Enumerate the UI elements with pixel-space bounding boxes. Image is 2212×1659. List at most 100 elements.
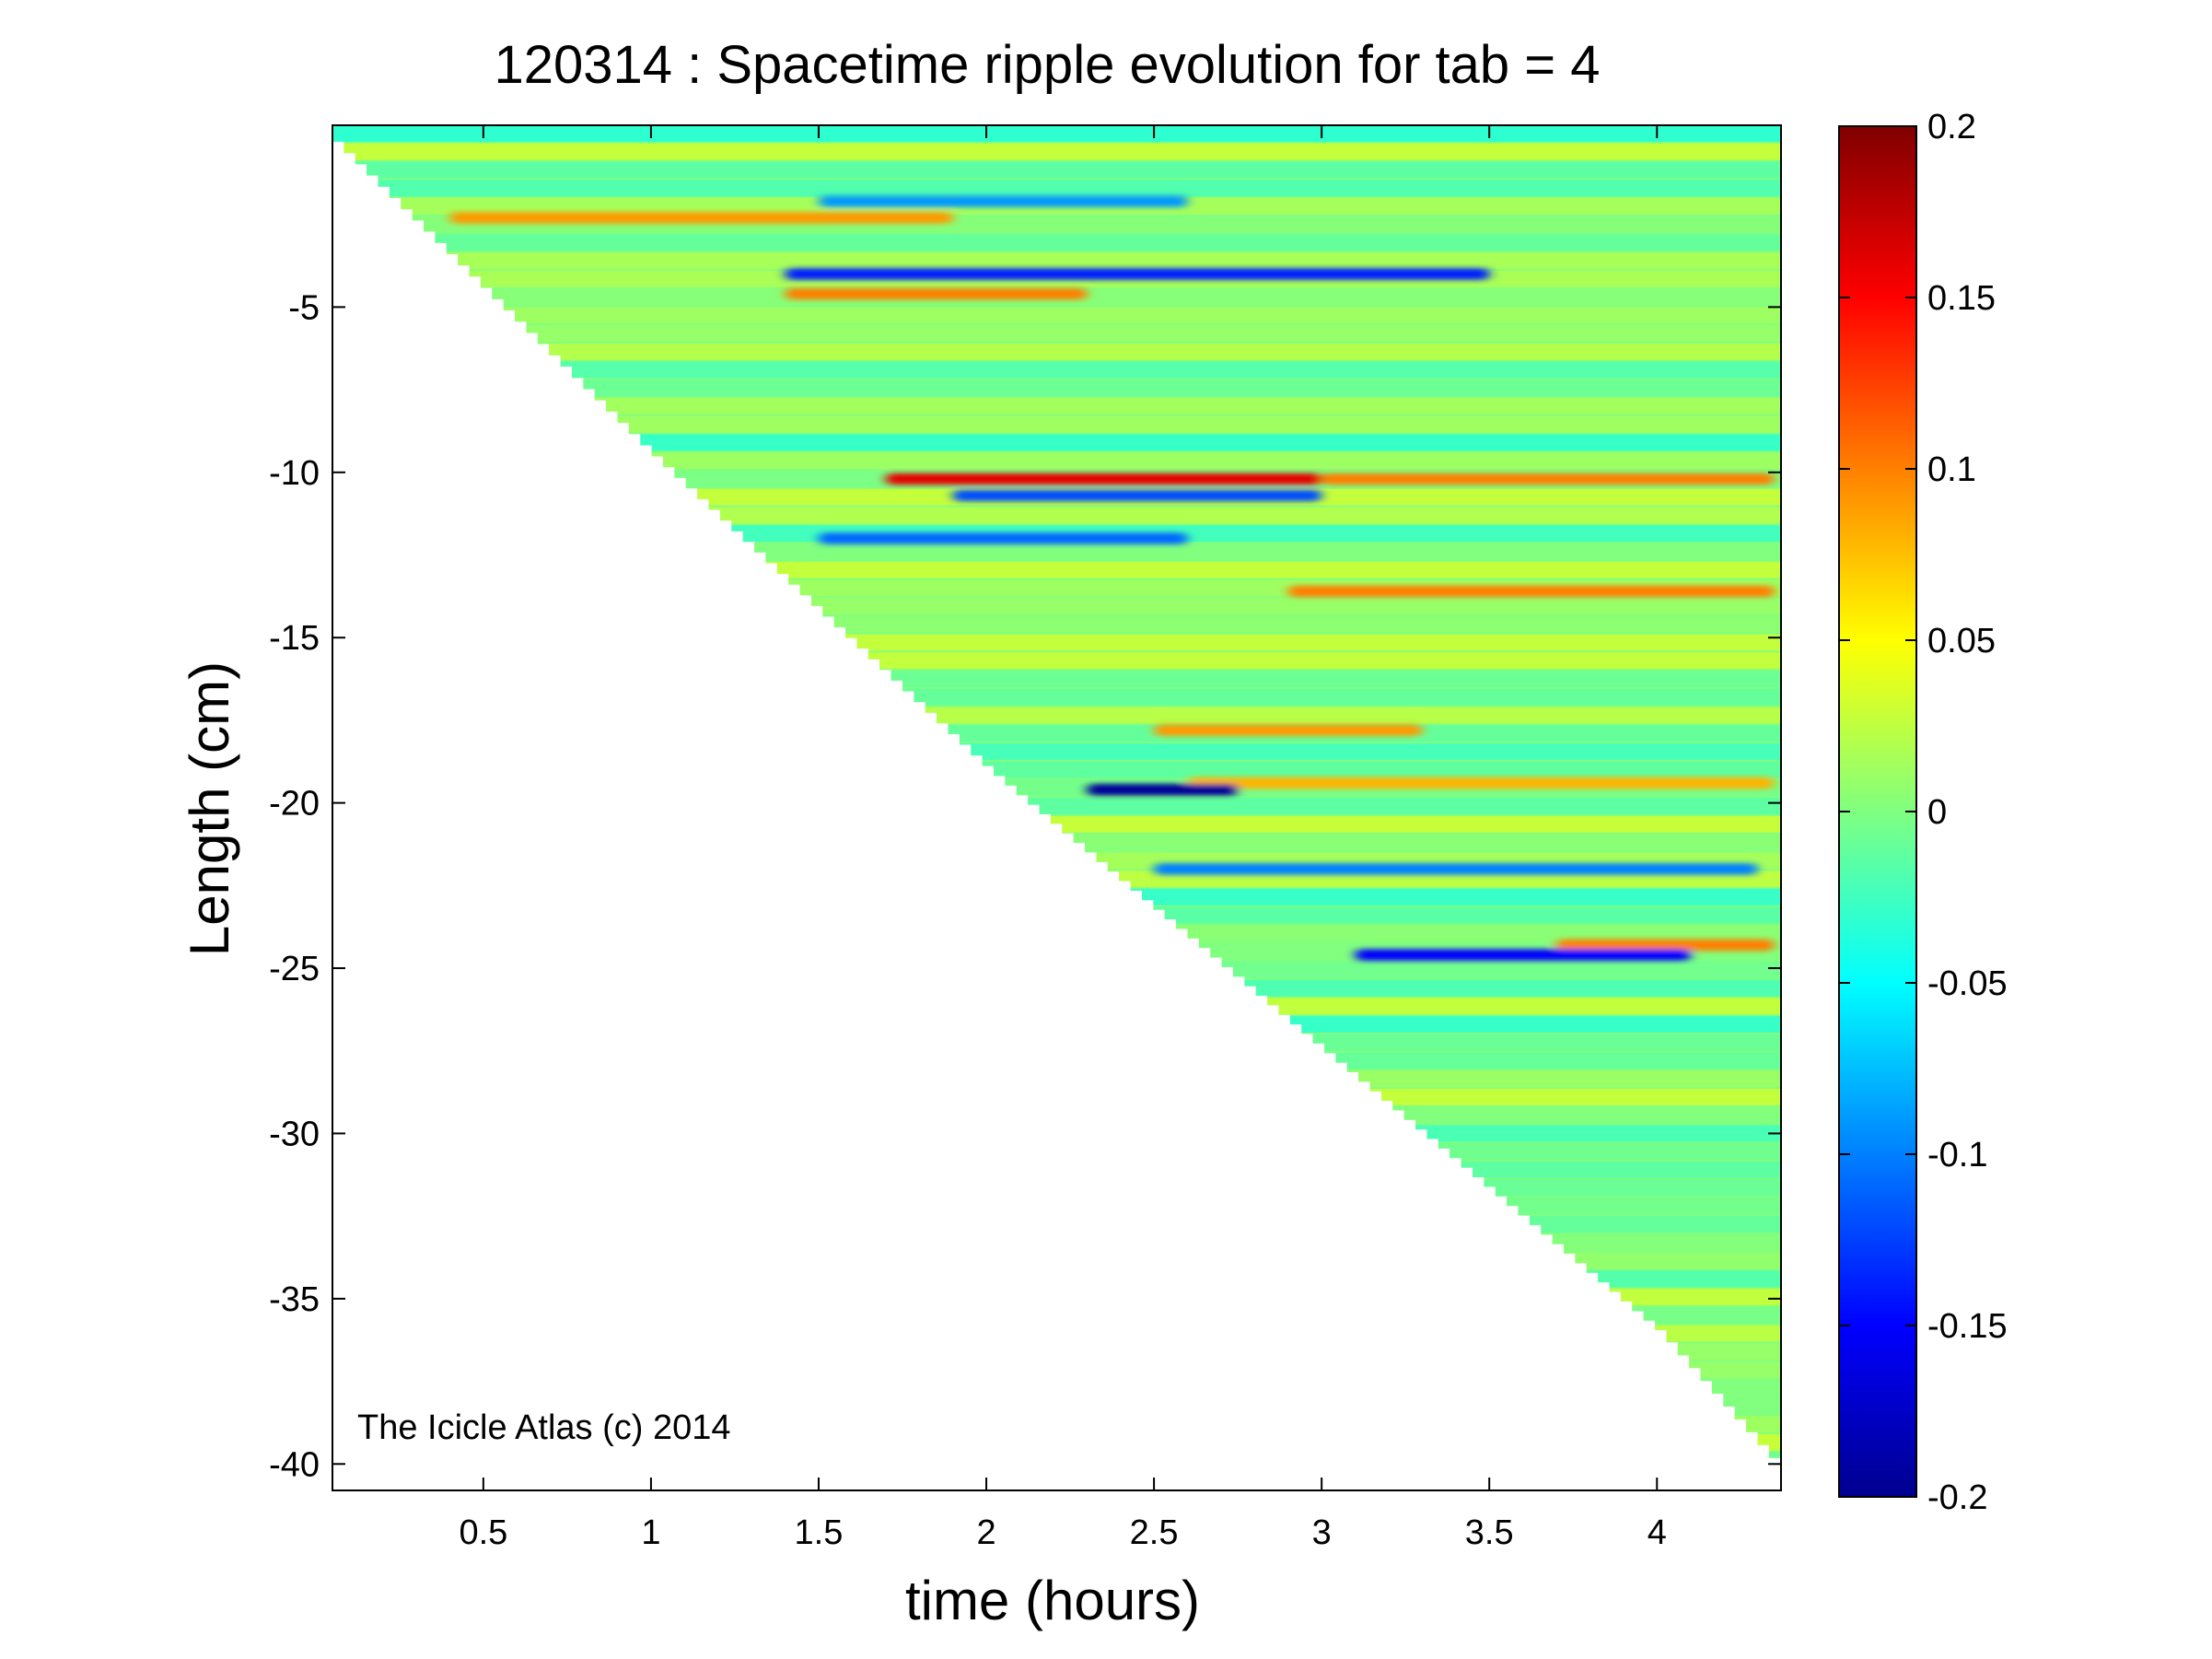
ripple-band [1187,777,1775,789]
ripple-stripe [332,1143,1781,1161]
x-axis-label: time (hours) [905,1570,1200,1631]
ripple-band [885,473,1322,485]
ripple-stripe [332,1306,1781,1324]
ripple-stripe [332,761,1781,778]
ripple-stripe [332,1216,1781,1233]
ripple-stripe [332,1361,1781,1378]
ripple-stripe [332,380,1781,397]
colorbar: 0.2 0.15 0.1 0.05 0 -0.05 -0.1 -0.15 -0.2 [1838,108,2008,1517]
ripple-stripe [332,798,1781,815]
ripple-stripe [332,615,1781,633]
copyright-annotation: The Icicle Atlas (c) 2014 [357,1408,731,1447]
ripple-band [952,489,1322,502]
ripple-stripe [332,307,1781,324]
ripple-stripe [332,888,1781,905]
ripple-stripe [332,1016,1781,1033]
colorbar-tick-label: 0.15 [1927,279,1996,318]
ripple-stripe [332,1470,1781,1488]
ripple-stripe [332,906,1781,924]
y-axis-label: Length (cm) [179,661,240,956]
colorbar-tick-label: 0.2 [1927,108,1976,146]
colorbar-tick-label: 0.1 [1927,450,1976,489]
ripple-band [785,268,1490,280]
ripple-stripe [332,1162,1781,1178]
ripple-stripe [332,543,1781,560]
x-tick-label: 2.5 [1130,1513,1179,1552]
ripple-stripe [332,834,1781,851]
ripple-stripe [332,143,1781,160]
ripple-stripe [332,1125,1781,1142]
heatmap [332,125,1781,1490]
y-tick-label: -30 [269,1115,320,1153]
ripple-stripe [332,1089,1781,1105]
x-tick-label: 0.5 [459,1513,507,1552]
colorbar-tick-label: -0.1 [1927,1136,1987,1174]
ripple-stripe [332,361,1781,379]
ripple-stripe [332,1106,1781,1124]
colorbar-ticks: 0.2 0.15 0.1 0.05 0 -0.05 -0.1 -0.15 -0.2 [1839,108,2008,1517]
ripple-stripe [332,398,1781,415]
ripple-stripe [332,507,1781,524]
ripple-band [1321,473,1775,485]
ripple-stripe [332,598,1781,614]
x-tick-label: 3.5 [1465,1513,1514,1552]
ripple-stripe [332,234,1781,251]
y-tick-label: -10 [269,454,320,493]
ripple-band [819,532,1188,544]
chart-title: 120314 : Spacetime ripple evolution for … [494,35,1600,95]
ripple-stripe [332,1034,1781,1051]
ripple-stripe [332,561,1781,578]
ripple-stripe [332,634,1781,651]
colorbar-tick-label: 0.05 [1927,622,1996,660]
ripple-band [1355,949,1691,961]
ripple-band [1287,585,1775,598]
ripple-stripe [332,671,1781,687]
ripple-stripe [332,1270,1781,1288]
colorbar-tick-label: -0.05 [1927,964,2008,1003]
ripple-stripe [332,1289,1781,1305]
ripple-stripe [332,652,1781,670]
ripple-stripe [332,688,1781,706]
ripple-stripe [332,1343,1781,1361]
colorbar-tick-label: -0.2 [1927,1478,1987,1517]
ripple-stripe [332,1379,1781,1396]
ripple-stripe [332,125,1781,142]
ripple-band [785,287,1088,300]
plot-frame [332,124,1782,1491]
ripple-stripe [332,743,1781,760]
ripple-stripe [332,1233,1781,1251]
colorbar-tick-label: -0.15 [1927,1307,2008,1346]
ripple-stripe [332,707,1781,724]
colorbar-gradient [1838,125,1917,1498]
ripple-band [819,195,1188,207]
ripple-stripe [332,979,1781,997]
y-tick-label: -20 [269,785,320,824]
ripple-stripe [332,1052,1781,1069]
ripple-stripe [332,1452,1781,1469]
ripple-stripe [332,816,1781,833]
x-tick-label: 3 [1312,1513,1332,1552]
ripple-band [449,212,953,224]
ripple-stripe [332,161,1781,179]
ripple-stripe [332,725,1781,742]
x-axis: 0.5 1 1.5 2 2.5 3 3.5 4 [459,125,1667,1552]
ripple-stripe [332,452,1781,470]
ripple-stripe [332,1179,1781,1197]
ripple-stripe [332,1325,1781,1342]
ripple-band [1154,863,1758,875]
ripple-stripe [332,1252,1781,1269]
y-tick-label: -25 [269,950,320,988]
ripple-band [1556,939,1775,952]
colorbar-tick-label: 0 [1927,793,1947,832]
x-tick-label: 2 [976,1513,995,1552]
y-tick-label: -15 [269,619,320,658]
ripple-band [1087,784,1239,796]
ripple-stripe [332,961,1781,978]
ripple-stripe [332,415,1781,433]
y-axis: -5 -10 -15 -20 -25 -30 -35 -40 [269,288,1781,1484]
y-tick-label: -5 [288,288,320,327]
ripple-stripe [332,998,1781,1015]
x-tick-label: 4 [1647,1513,1667,1552]
x-tick-label: 1 [641,1513,660,1552]
